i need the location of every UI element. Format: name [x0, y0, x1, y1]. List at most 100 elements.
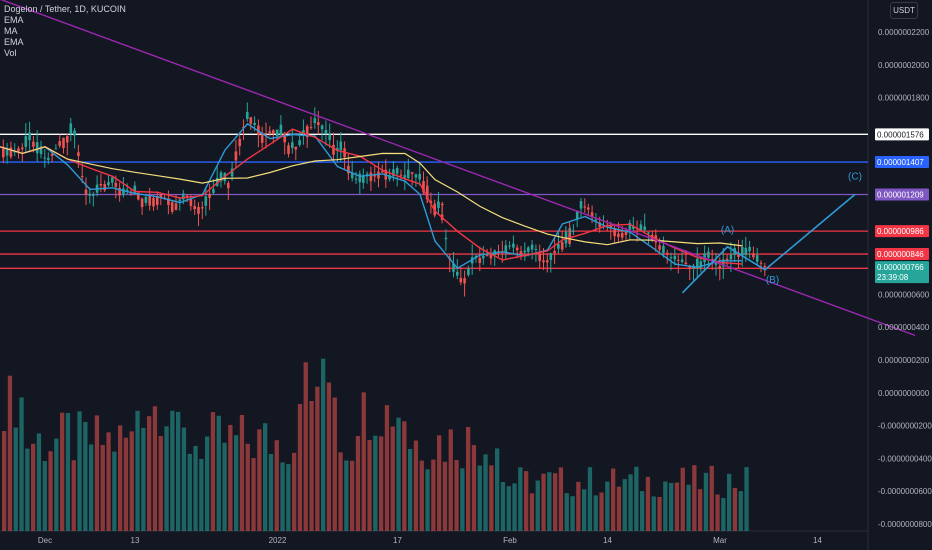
- indicator-volume[interactable]: Vol: [4, 48, 17, 58]
- candle-body: [9, 147, 13, 157]
- candle-body: [159, 194, 163, 198]
- candle-body: [272, 130, 275, 134]
- volume-bar: [605, 481, 610, 531]
- candle-body: [107, 181, 110, 186]
- candle-body: [249, 117, 253, 124]
- level-price-tag: [875, 188, 929, 201]
- currency-unit-button[interactable]: USDT: [890, 2, 918, 19]
- candle-body: [324, 129, 328, 134]
- candle-body: [103, 184, 106, 191]
- volume-bar: [384, 405, 390, 531]
- candle-body: [429, 200, 433, 204]
- volume-bar: [147, 416, 152, 531]
- candle-body: [549, 253, 553, 260]
- volume-bar: [332, 397, 337, 531]
- candle-body: [707, 251, 710, 258]
- candle-body: [58, 141, 61, 146]
- candle-body: [219, 172, 223, 182]
- volume-bar: [483, 454, 488, 531]
- candle-body: [624, 231, 628, 235]
- candle-body: [227, 182, 230, 189]
- volume-bar: [71, 460, 76, 531]
- candle-body: [741, 247, 744, 256]
- volume-bar: [274, 440, 279, 531]
- level-price-label: 0.000001209: [877, 191, 924, 200]
- candle-body: [279, 124, 283, 136]
- volume-bar: [425, 469, 430, 531]
- volume-bar: [431, 459, 436, 531]
- candle-body: [632, 226, 635, 229]
- volume-bar: [141, 427, 146, 531]
- y-tick-label: -0.0000000800: [878, 520, 932, 529]
- volume-bar: [628, 474, 633, 531]
- volume-bar: [135, 410, 140, 531]
- volume-bar: [558, 467, 564, 531]
- volume-bar: [518, 467, 523, 531]
- volume-bar: [634, 466, 639, 531]
- volume-bar: [738, 491, 743, 531]
- chart-title: Dogelon / Tether, 1D, KUCOIN: [4, 4, 126, 14]
- volume-bar: [541, 473, 546, 531]
- candle-body: [234, 151, 238, 161]
- candle-body: [212, 189, 215, 193]
- volume-bar: [721, 497, 726, 531]
- candle-body: [5, 147, 9, 156]
- level-price-tag: [875, 225, 929, 238]
- volume-bar: [454, 459, 459, 531]
- candle-body: [590, 212, 594, 218]
- candle-body: [111, 177, 114, 183]
- volume-bar: [576, 481, 581, 531]
- y-tick-label: -0.0000000200: [878, 422, 932, 431]
- candle-body: [748, 246, 751, 252]
- volume-bar: [112, 451, 117, 531]
- indicator-ma[interactable]: MA: [4, 26, 18, 36]
- volume-bar: [280, 462, 285, 531]
- y-tick-label: 0.0000002000: [878, 61, 930, 70]
- wave-label-2: (C): [848, 172, 862, 183]
- candle-body: [369, 172, 373, 182]
- volume-bar: [448, 429, 453, 531]
- y-tick-label: 0.0000000200: [878, 356, 930, 365]
- volume-bar: [553, 473, 558, 531]
- candle-body: [201, 207, 204, 209]
- candle-body: [572, 230, 575, 232]
- candle-body: [313, 118, 317, 124]
- candle-body: [50, 153, 54, 156]
- volume-bar: [152, 406, 158, 531]
- ema-fast-line: [0, 122, 743, 270]
- volume-bar: [94, 415, 100, 531]
- volume-bar: [268, 454, 274, 531]
- candle-body: [215, 177, 219, 186]
- volume-bar: [210, 412, 216, 531]
- volume-bar: [89, 444, 94, 531]
- volume-bar: [402, 421, 407, 531]
- candle-body: [527, 247, 530, 252]
- candle-body: [459, 278, 463, 283]
- candle-body: [328, 134, 331, 141]
- indicator-ema-2[interactable]: EMA: [4, 37, 24, 47]
- candle-body: [230, 168, 234, 177]
- volume-bar: [703, 472, 709, 531]
- candle-body: [309, 127, 313, 129]
- level-price-label: 0.000000986: [877, 227, 924, 236]
- volume-bar: [199, 458, 204, 531]
- volume-bar: [361, 392, 366, 531]
- candle-body: [253, 122, 256, 125]
- candle-body: [456, 271, 459, 276]
- indicator-ema-1[interactable]: EMA: [4, 15, 24, 25]
- volume-bar: [292, 452, 297, 531]
- last-price-label: 0.000000766: [877, 263, 924, 272]
- candle-body: [339, 141, 343, 151]
- volume-bar: [512, 483, 517, 531]
- volume-bar: [442, 461, 448, 531]
- candle-body: [538, 254, 541, 262]
- candle-body: [752, 253, 755, 258]
- candle-body: [39, 146, 43, 155]
- candle-body: [519, 251, 523, 255]
- candle-body: [347, 165, 350, 174]
- wave-label-0: (A): [721, 225, 734, 236]
- candle-body: [628, 222, 632, 230]
- x-tick-label: 13: [131, 536, 140, 545]
- candle-body: [358, 173, 362, 183]
